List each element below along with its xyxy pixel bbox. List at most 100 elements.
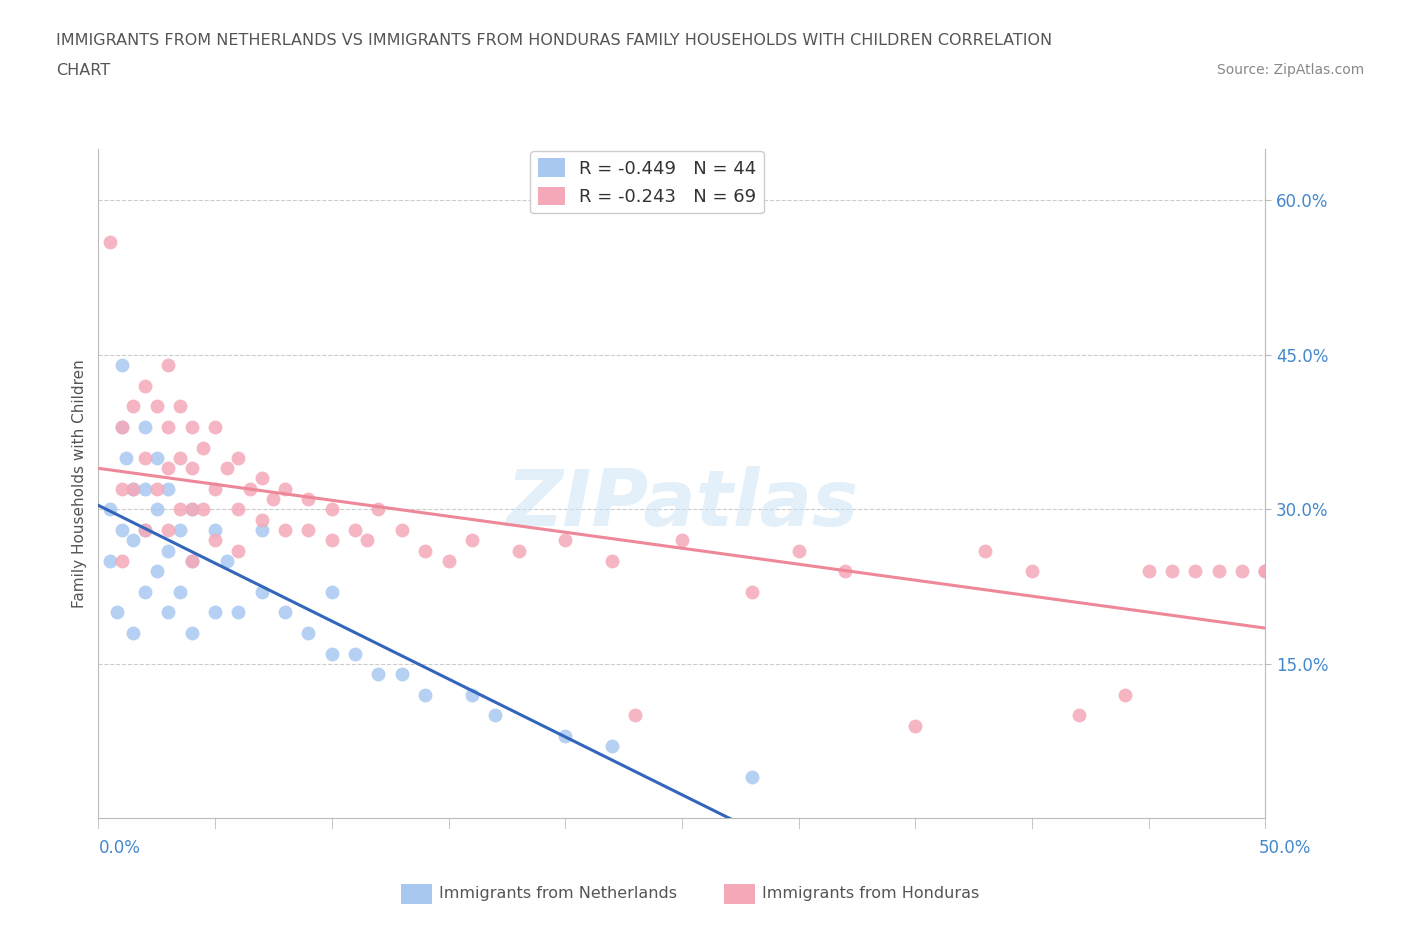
- Point: [111, 419, 134, 434]
- Point: [98, 502, 121, 517]
- Text: IMMIGRANTS FROM NETHERLANDS VS IMMIGRANTS FROM HONDURAS FAMILY HOUSEHOLDS WITH C: IMMIGRANTS FROM NETHERLANDS VS IMMIGRANT…: [56, 33, 1052, 47]
- Point: [600, 553, 623, 568]
- Point: [169, 399, 191, 414]
- Point: [437, 553, 460, 568]
- Point: [250, 471, 273, 485]
- Text: 50.0%: 50.0%: [1258, 839, 1310, 857]
- Point: [122, 482, 145, 497]
- Point: [193, 502, 215, 517]
- Point: [904, 718, 927, 733]
- Point: [204, 533, 226, 548]
- Point: [600, 738, 623, 753]
- Point: [391, 667, 413, 682]
- Point: [134, 584, 156, 599]
- Point: [250, 512, 273, 527]
- Point: [98, 234, 121, 249]
- Point: [122, 533, 145, 548]
- Point: [321, 533, 343, 548]
- Text: CHART: CHART: [56, 63, 110, 78]
- Point: [1208, 564, 1230, 578]
- Point: [169, 502, 191, 517]
- Point: [461, 687, 484, 702]
- Point: [274, 604, 297, 619]
- Point: [1137, 564, 1160, 578]
- Point: [787, 543, 810, 558]
- Point: [215, 460, 238, 475]
- Point: [146, 564, 169, 578]
- Point: [134, 419, 156, 434]
- Point: [367, 502, 389, 517]
- Point: [554, 728, 576, 743]
- Point: [134, 450, 156, 465]
- Point: [98, 553, 121, 568]
- Point: [484, 708, 506, 723]
- Text: Immigrants from Netherlands: Immigrants from Netherlands: [439, 886, 676, 901]
- Point: [1161, 564, 1184, 578]
- Point: [554, 533, 576, 548]
- Point: [134, 523, 156, 538]
- Point: [111, 358, 134, 373]
- Point: [1021, 564, 1043, 578]
- Point: [204, 523, 226, 538]
- Point: [239, 482, 262, 497]
- Point: [321, 584, 343, 599]
- Point: [180, 502, 202, 517]
- Point: [356, 533, 378, 548]
- Point: [180, 553, 202, 568]
- Point: [834, 564, 856, 578]
- Point: [157, 523, 180, 538]
- Point: [974, 543, 997, 558]
- Point: [134, 523, 156, 538]
- Point: [146, 482, 169, 497]
- Point: [157, 419, 180, 434]
- Point: [1184, 564, 1206, 578]
- Point: [105, 604, 128, 619]
- Point: [111, 553, 134, 568]
- Point: [1114, 687, 1136, 702]
- Point: [122, 626, 145, 641]
- Point: [146, 502, 169, 517]
- Point: [321, 502, 343, 517]
- Point: [169, 523, 191, 538]
- Point: [193, 440, 215, 455]
- Point: [157, 604, 180, 619]
- Point: [671, 533, 693, 548]
- Point: [180, 419, 202, 434]
- Point: [297, 523, 319, 538]
- Point: [111, 523, 134, 538]
- Point: [122, 482, 145, 497]
- Y-axis label: Family Households with Children: Family Households with Children: [72, 359, 87, 608]
- Point: [169, 450, 191, 465]
- Point: [157, 460, 180, 475]
- Point: [367, 667, 389, 682]
- Point: [146, 450, 169, 465]
- Point: [134, 482, 156, 497]
- Point: [228, 543, 250, 558]
- Point: [122, 399, 145, 414]
- Point: [461, 533, 484, 548]
- Point: [157, 482, 180, 497]
- Text: 0.0%: 0.0%: [98, 839, 141, 857]
- Point: [262, 492, 284, 507]
- Point: [741, 770, 763, 785]
- Point: [157, 358, 180, 373]
- Point: [250, 584, 273, 599]
- Point: [134, 379, 156, 393]
- Point: [297, 492, 319, 507]
- Point: [391, 523, 413, 538]
- Point: [344, 646, 367, 661]
- Point: [274, 523, 297, 538]
- Point: [180, 553, 202, 568]
- Point: [413, 543, 436, 558]
- Point: [215, 553, 238, 568]
- Point: [1067, 708, 1090, 723]
- Point: [413, 687, 436, 702]
- Point: [508, 543, 530, 558]
- Point: [228, 502, 250, 517]
- Point: [274, 482, 297, 497]
- Text: Immigrants from Honduras: Immigrants from Honduras: [762, 886, 980, 901]
- Point: [1230, 564, 1253, 578]
- Text: Source: ZipAtlas.com: Source: ZipAtlas.com: [1216, 63, 1364, 77]
- Point: [204, 419, 226, 434]
- Point: [204, 482, 226, 497]
